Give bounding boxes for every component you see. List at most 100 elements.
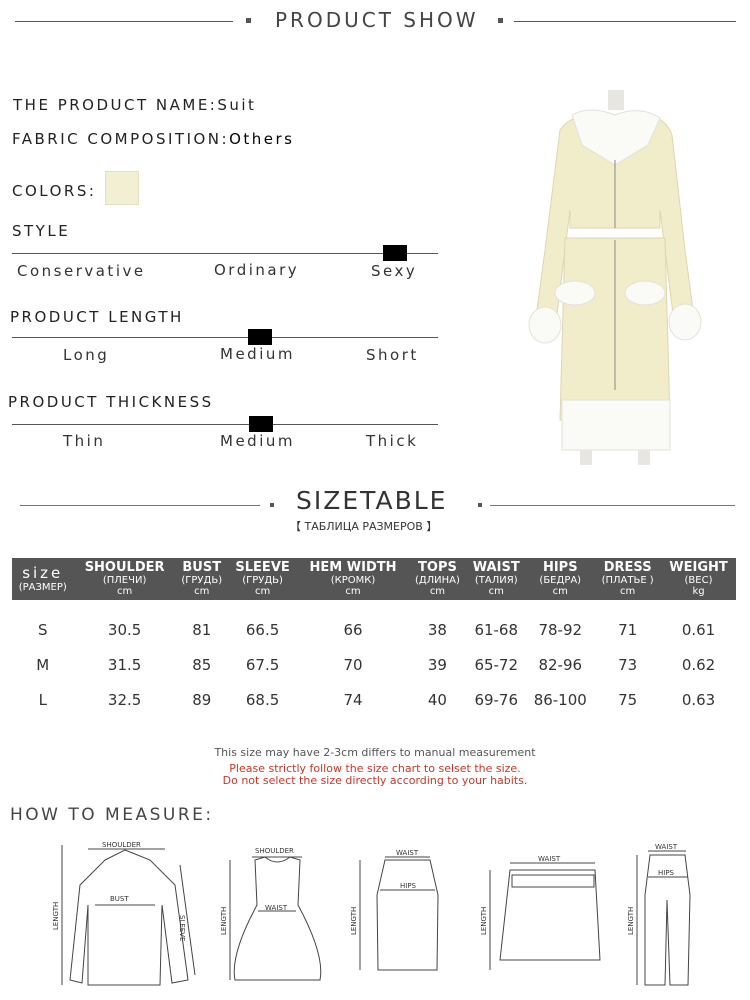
- value-cell: 30.5: [107, 620, 142, 639]
- value-cell: 81: [192, 620, 212, 639]
- value-cell: 66.5: [245, 620, 280, 639]
- thickness-title: PRODUCT THICKNESS: [8, 393, 214, 411]
- length-option: Short: [366, 346, 419, 364]
- thickness-option: Thin: [63, 432, 106, 450]
- value-cell: 70: [343, 655, 363, 674]
- value-cell: 32.5: [107, 690, 142, 709]
- note-measurement: This size may have 2-3cm differs to manu…: [214, 746, 536, 759]
- label-hips: HIPS: [658, 869, 675, 877]
- style-option: Conservative: [17, 262, 146, 280]
- style-scale: [12, 253, 438, 254]
- style-marker: [383, 245, 407, 261]
- col-weight: WEIGHT (ВЕС) kg: [661, 558, 736, 601]
- divider: [514, 21, 736, 22]
- length-title: PRODUCT LENGTH: [10, 308, 184, 326]
- label-length: LENGTH: [52, 902, 60, 930]
- size-cell: L: [38, 690, 47, 709]
- skirt-diagram: [376, 859, 439, 971]
- label-waist: WAIST: [265, 904, 288, 912]
- value-cell: 71: [618, 620, 638, 639]
- value-cell: 78-92: [538, 620, 583, 639]
- col-hem-width: HEM WIDTH (КРОМК) cm: [297, 558, 409, 601]
- value-cell: 39: [427, 655, 447, 674]
- style-option: Sexy: [371, 262, 418, 280]
- length-marker: [248, 329, 272, 345]
- size-table: size (РАЗМЕР) SHOULDER (ПЛЕЧИ) cm BUST (ГРУД…: [12, 558, 736, 717]
- length-option: Long: [63, 346, 110, 364]
- label-shoulder: SHOULDER: [102, 841, 141, 849]
- value-cell: 40: [427, 690, 447, 709]
- label-waist: WAIST: [538, 855, 561, 863]
- thickness-scale: [12, 424, 438, 425]
- page-title: PRODUCT SHOW: [275, 8, 479, 32]
- note-follow-chart: Please strictly follow the size chart to…: [229, 762, 521, 775]
- table-row: S 30.5 81 66.5 66 38 61-68 78-92 71 0.61: [12, 612, 736, 647]
- value-cell: 0.63: [681, 690, 716, 709]
- col-dress: DRESS (ПЛАТЬЕ ) cm: [594, 558, 662, 601]
- value-cell: 31.5: [107, 655, 142, 674]
- pants-diagram: [644, 854, 691, 986]
- label-bust: BUST: [110, 895, 129, 903]
- size-cell: S: [37, 620, 48, 639]
- size-cell: M: [36, 655, 50, 674]
- product-name: THE PRODUCT NAME:Suit: [13, 96, 257, 114]
- label-length: LENGTH: [220, 907, 228, 935]
- thickness-option: Thick: [366, 432, 419, 450]
- col-hips: HIPS (БЕДРА) cm: [526, 558, 595, 601]
- divider: [490, 505, 735, 506]
- value-cell: 82-96: [538, 655, 583, 674]
- col-waist: WAIST (ТАЛИЯ) cm: [466, 558, 527, 601]
- measure-diagrams: SHOULDER BUST LENGTH SLEEVE SHOULDER WAI…: [52, 841, 691, 986]
- colors-label: COLORS:: [12, 182, 97, 200]
- sizetable-title: SIZETABLE: [296, 486, 448, 515]
- col-size: size (РАЗМЕР): [12, 558, 74, 601]
- color-swatch[interactable]: [105, 171, 139, 205]
- dot: [246, 18, 251, 23]
- col-bust: BUST (ГРУДЬ) cm: [175, 558, 228, 601]
- dot: [478, 503, 482, 507]
- label-hips: HIPS: [400, 882, 417, 890]
- table-row: L 32.5 89 68.5 74 40 69-76 86-100 75 0.63: [12, 682, 736, 717]
- value-cell: 67.5: [245, 655, 280, 674]
- table-header-row: size (РАЗМЕР) SHOULDER (ПЛЕЧИ) cm BUST (ГРУД…: [12, 558, 736, 601]
- value-cell: 61-68: [474, 620, 519, 639]
- value-cell: 89: [192, 690, 212, 709]
- style-option: Ordinary: [214, 261, 300, 279]
- label-length: LENGTH: [627, 907, 635, 935]
- value-cell: 65-72: [474, 655, 519, 674]
- col-shoulder: SHOULDER (ПЛЕЧИ) cm: [73, 558, 176, 601]
- dot: [498, 18, 503, 23]
- label-length: LENGTH: [480, 907, 488, 935]
- value-cell: 38: [427, 620, 447, 639]
- value-cell: 0.61: [681, 620, 716, 639]
- value-cell: 69-76: [474, 690, 519, 709]
- value-cell: 75: [618, 690, 638, 709]
- value-cell: 86-100: [533, 690, 587, 709]
- value-cell: 85: [192, 655, 212, 674]
- dot: [270, 503, 274, 507]
- how-to-measure-title: HOW TO MEASURE:: [10, 805, 214, 825]
- thickness-marker: [249, 416, 273, 432]
- label-sleeve: SLEEVE: [178, 915, 186, 941]
- label-shoulder: SHOULDER: [255, 847, 294, 855]
- table-row: M 31.5 85 67.5 70 39 65-72 82-96 73 0.62: [12, 647, 736, 682]
- divider: [20, 505, 260, 506]
- label-waist: WAIST: [655, 843, 678, 851]
- value-cell: 66: [343, 620, 363, 639]
- value-cell: 73: [618, 655, 638, 674]
- length-scale: [12, 337, 438, 338]
- label-length: LENGTH: [350, 907, 358, 935]
- jacket-diagram: [69, 849, 189, 986]
- col-sleeve: SLEEVE (ГРУДЬ) cm: [227, 558, 298, 601]
- style-title: STYLE: [12, 222, 71, 240]
- fabric-composition: FABRIC COMPOSITION:Others: [12, 130, 295, 148]
- length-option: Medium: [220, 345, 295, 363]
- value-cell: 74: [343, 690, 363, 709]
- denim-skirt-diagram: [499, 869, 601, 961]
- col-tops: TOPS (ДЛИНА) cm: [408, 558, 467, 601]
- value-cell: 0.62: [681, 655, 716, 674]
- product-image: [528, 90, 702, 465]
- value-cell: 68.5: [245, 690, 280, 709]
- note-habits: Do not select the size directly accordin…: [222, 774, 528, 787]
- dress-diagram: [233, 856, 322, 981]
